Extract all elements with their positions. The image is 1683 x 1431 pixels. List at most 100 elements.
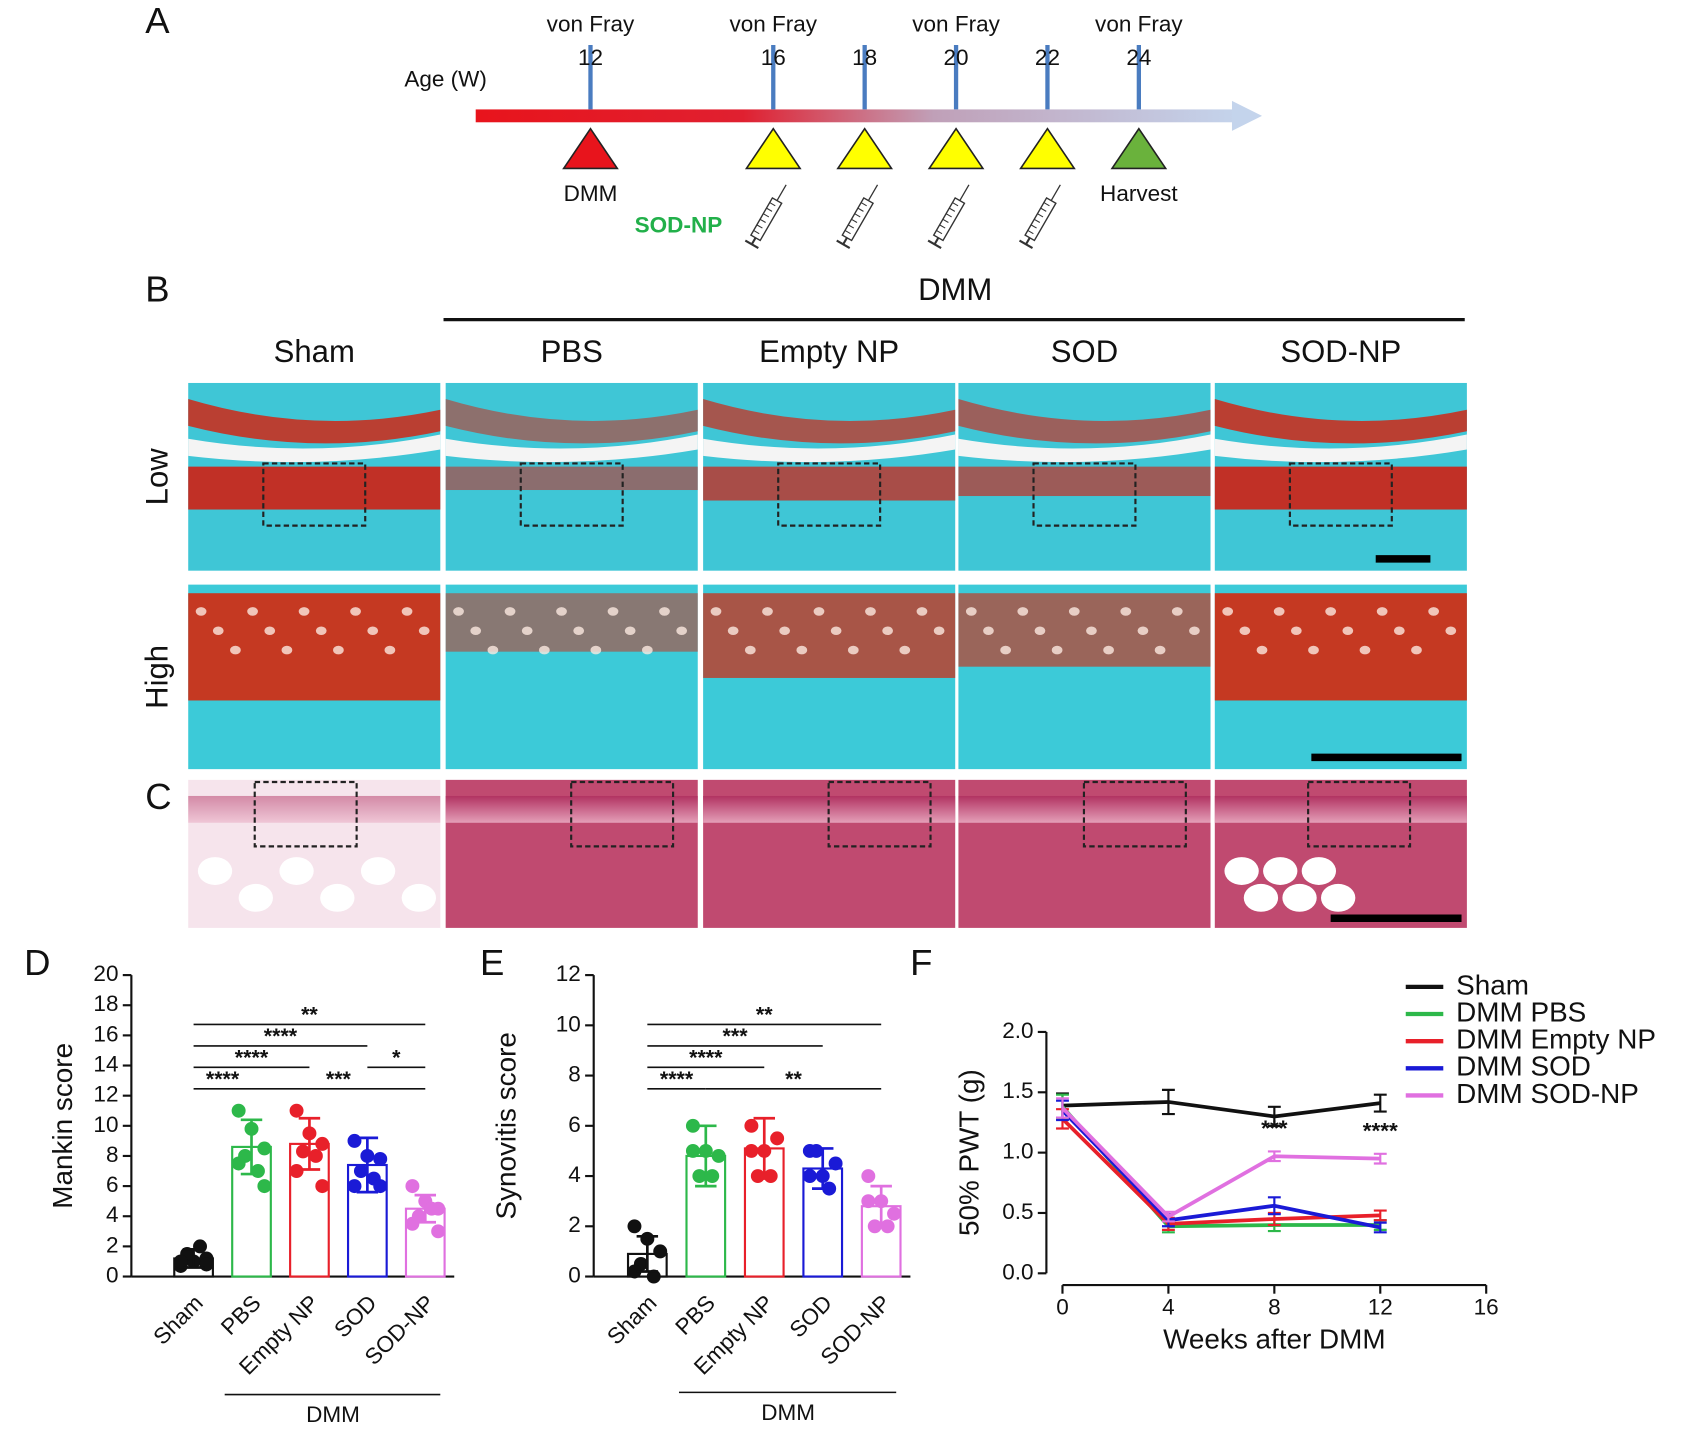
chondrocyte [1359,645,1371,655]
x-tick-label: 16 [1474,1295,1499,1320]
chondrocyte [847,645,859,655]
syringe-needle [867,184,879,201]
y-tick-label: 4 [106,1202,119,1227]
error-bar [356,1136,379,1194]
syringe-scale [857,207,864,212]
chondrocyte [418,626,430,636]
syringe-plunger [750,237,757,245]
week-label: 22 [1035,45,1060,70]
data-point [802,1169,817,1184]
syringe-scale [949,207,956,212]
y-tick-label: 6 [106,1172,119,1197]
data-point [685,1118,700,1133]
y-tick-label: 18 [93,991,118,1016]
adipocyte [1243,883,1279,912]
chondrocyte [1017,607,1029,616]
chondrocyte [590,645,602,655]
syringe-scale [844,229,851,235]
chondrocyte [212,626,224,636]
x-tick-label: Sham [602,1290,661,1349]
syringe-body [1024,196,1057,242]
chondrocyte [1103,645,1114,655]
error-bar [298,1116,321,1171]
y-tick-label: 8 [106,1142,119,1167]
chondrocyte [865,607,876,616]
legend-label: DMM SOD [1456,1051,1591,1082]
adipocyte [1224,857,1259,885]
chondrocyte [1325,607,1337,616]
data-point [861,1169,876,1184]
chondrocyte [1068,607,1080,616]
syringe-needle [959,184,970,201]
chondrocyte [1342,626,1354,636]
joint-space [188,434,441,463]
cartilage-band [188,593,441,701]
y-tick-label: 2 [106,1232,119,1257]
event-marker [836,127,894,170]
chondrocyte [350,607,361,616]
chondrocyte [401,607,413,616]
x-tick-label: 4 [1162,1295,1175,1320]
data-point [744,1118,759,1133]
chondrocyte [727,626,739,636]
group-label: DMM [761,1400,815,1425]
y-tick-label: 4 [568,1162,581,1187]
error-bar [636,1234,659,1273]
event-marker [927,127,985,170]
data-point [257,1141,272,1156]
chondrocyte [521,626,533,636]
syringe-scale [762,213,770,218]
roi-box [570,780,675,848]
chondrocyte [624,626,636,636]
row-title: High [139,645,174,709]
data-point [627,1219,642,1234]
x-tick-label: PBS [670,1290,720,1340]
y-tick-label: 1.5 [1002,1078,1033,1103]
synovial-lining [1214,795,1467,823]
data-point [431,1224,446,1239]
week-label: 24 [1126,45,1151,70]
adipocyte [279,857,314,885]
syringe-scale [753,229,760,235]
data-point [347,1179,362,1194]
data-point [296,1144,310,1159]
joint-space [703,434,956,463]
chondrocyte [247,607,258,616]
panel-label: F [910,942,932,983]
cartilage-band [188,466,441,510]
chondrocyte [487,645,499,655]
chondrocyte [1086,626,1097,636]
chondrocyte [1137,626,1149,636]
y-tick-label: 8 [568,1062,581,1087]
data-point [711,1148,726,1163]
chondrocyte [470,626,482,636]
chondrocyte [315,626,327,636]
error-bar [1373,1152,1387,1165]
chondrocyte [1222,607,1234,616]
chondrocyte [384,645,396,655]
event-label: Harvest [1100,181,1178,206]
syringe-plunger [842,237,848,245]
data-point [887,1206,902,1221]
y-tick-label: 12 [556,961,581,986]
adipocyte [1282,883,1317,912]
y-tick-label: 2.0 [1002,1018,1033,1043]
panel-label: E [480,942,504,983]
chondrocyte [1393,626,1405,636]
significance-label: ** [301,1003,318,1027]
chondrocyte [882,626,893,636]
chondrocyte [916,607,928,616]
y-tick-label: 12 [93,1082,118,1107]
roi-box [253,780,358,848]
adipocyte [360,857,396,885]
y-axis-label: Mankin score [47,1043,78,1209]
chondrocyte [1120,607,1132,616]
y-tick-label: 0 [568,1262,581,1287]
data-point [685,1143,700,1158]
error-bar [870,1184,892,1228]
data-point [250,1164,265,1179]
data-point [770,1131,785,1146]
data-point [405,1179,420,1194]
